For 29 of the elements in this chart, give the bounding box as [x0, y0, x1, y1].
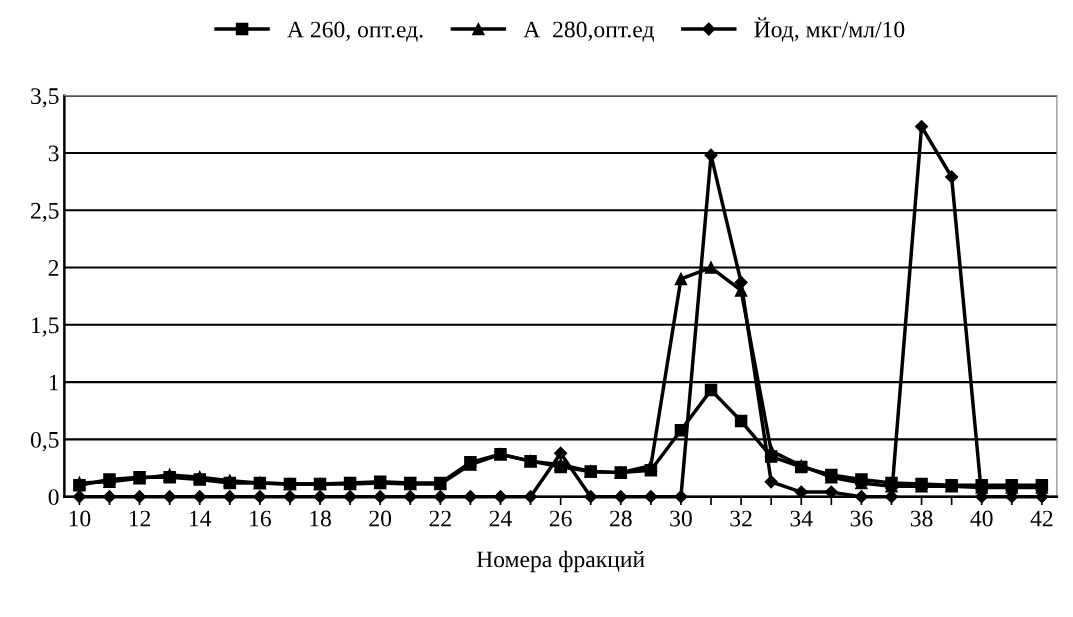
x-tick-label: 16: [250, 510, 271, 527]
y-tick-label: 1: [49, 374, 59, 391]
legend-label: Йод, мкг/мл/10: [754, 17, 905, 42]
y-tick-label: 0: [48, 489, 59, 506]
legend-label: А 280,опт.ед: [523, 21, 654, 42]
y-tick-label: 0,5: [30, 431, 59, 452]
x-tick-label: 24: [489, 510, 512, 527]
x-tick-label: 36: [850, 510, 873, 527]
y-tick-label: 2: [48, 260, 59, 276]
x-tick-label: 10: [69, 510, 91, 527]
x-tick-label: 28: [610, 510, 632, 527]
x-tick-label: 42: [1030, 510, 1053, 527]
x-tick-label: 18: [310, 510, 331, 527]
x-tick-label: 32: [730, 510, 752, 527]
legend-label: А 260, опт.ед.: [287, 21, 423, 42]
x-tick-label: 22: [429, 510, 451, 527]
x-tick-label: 20: [369, 510, 392, 527]
x-tick-label: 26: [549, 510, 572, 527]
y-tick-label: 1,5: [32, 317, 59, 337]
x-tick-label: 38: [910, 510, 933, 527]
y-tick-label: 3,5: [31, 88, 59, 108]
x-tick-label: 14: [190, 510, 212, 527]
x-tick-label: 12: [129, 510, 151, 527]
y-tick-label: 2,5: [31, 202, 59, 223]
x-tick-label: 34: [790, 510, 813, 527]
x-tick-label: 30: [670, 510, 692, 527]
x-tick-label: 40: [970, 510, 993, 527]
y-tick-label: 3: [48, 145, 59, 162]
x-axis-title: Номера фракций: [476, 550, 645, 573]
